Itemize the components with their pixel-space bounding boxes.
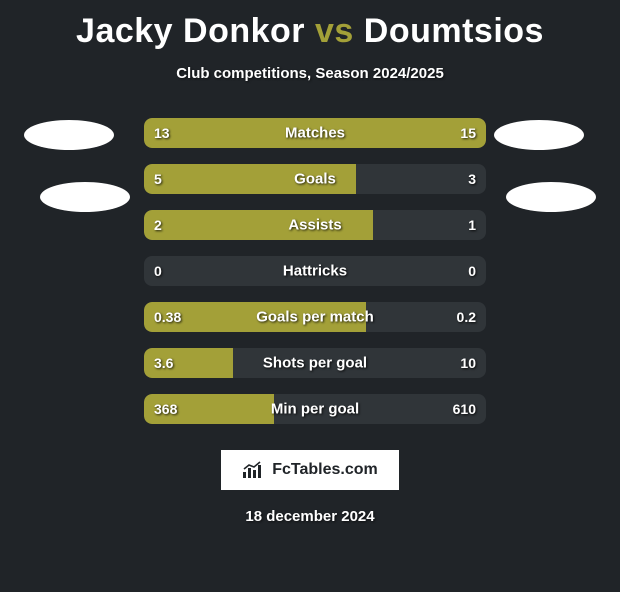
stat-row: 21Assists: [144, 210, 486, 240]
stat-row: 53Goals: [144, 164, 486, 194]
stat-label: Hattricks: [144, 263, 486, 280]
logo-text: FcTables.com: [272, 461, 378, 479]
player1-name: Jacky Donkor: [76, 12, 305, 50]
stat-label: Shots per goal: [144, 355, 486, 372]
stat-label: Goals per match: [144, 309, 486, 326]
page-title: Jacky Donkor vs Doumtsios: [0, 12, 620, 51]
chart-icon: [242, 461, 264, 479]
stat-row: 3.610Shots per goal: [144, 348, 486, 378]
stat-row: 368610Min per goal: [144, 394, 486, 424]
stat-row: 1315Matches: [144, 118, 486, 148]
stat-label: Assists: [144, 217, 486, 234]
stat-row: 00Hattricks: [144, 256, 486, 286]
player1-pill-2: [40, 182, 130, 212]
stat-label: Goals: [144, 171, 486, 188]
logo-container: FcTables.com: [0, 450, 620, 490]
date-text: 18 december 2024: [0, 508, 620, 525]
left-pills: [24, 118, 130, 424]
player2-pill-1: [494, 120, 584, 150]
subtitle: Club competitions, Season 2024/2025: [0, 65, 620, 82]
comparison-chart: 1315Matches 53Goals 21Assists 00Hattricks 0.…: [0, 118, 620, 424]
player2-pill-2: [506, 182, 596, 212]
right-pills: [500, 118, 596, 424]
fctables-logo: FcTables.com: [221, 450, 399, 490]
vs-separator: vs: [315, 12, 354, 50]
stat-label: Min per goal: [144, 401, 486, 418]
stat-row: 0.380.2Goals per match: [144, 302, 486, 332]
stat-label: Matches: [144, 125, 486, 142]
player2-name: Doumtsios: [364, 12, 544, 50]
stat-bars: 1315Matches 53Goals 21Assists 00Hattricks 0.…: [144, 118, 486, 424]
player1-pill-1: [24, 120, 114, 150]
